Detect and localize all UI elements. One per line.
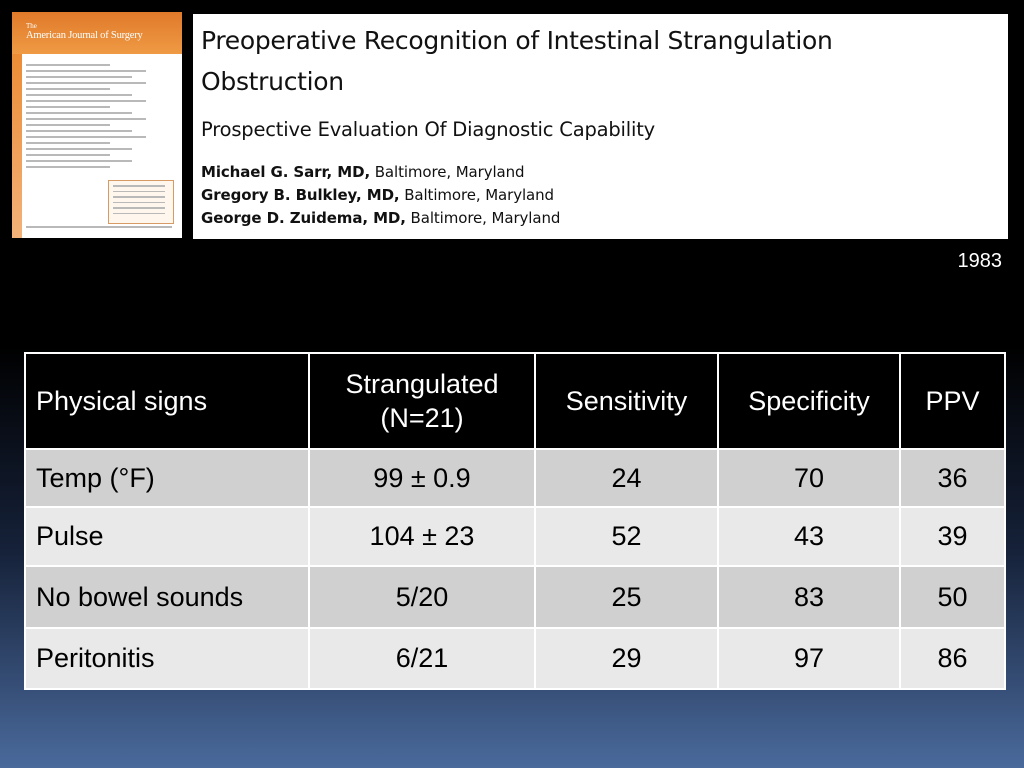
cell-specificity: 70 [717,448,901,508]
cell-sign: No bowel sounds [24,565,310,629]
header-strangulated-text: Strangulated (N=21) [345,369,499,433]
header-physical-signs: Physical signs [24,352,310,450]
cover-info-box [108,180,174,224]
paper-header: Preoperative Recognition of Intestinal S… [193,14,1008,239]
cell-sensitivity: 52 [534,506,719,567]
author-3-location: Baltimore, Maryland [410,209,561,227]
cover-journal-title: American Journal of Surgery [26,30,143,41]
author-2-name: Gregory B. Bulkley, MD, [201,186,400,204]
publication-year: 1983 [957,250,1003,272]
table-row: No bowel sounds 5/20 25 83 50 [24,565,1006,629]
cell-specificity: 97 [717,627,901,690]
author-2: Gregory B. Bulkley, MD, Baltimore, Maryl… [201,184,1008,207]
cell-sensitivity: 29 [534,627,719,690]
cell-sensitivity: 24 [534,448,719,508]
table-row: Peritonitis 6/21 29 97 86 [24,627,1006,690]
table-row: Temp (°F) 99 ± 0.9 24 70 36 [24,448,1006,508]
paper-title-line-2: Obstruction [201,67,344,96]
cell-sign: Peritonitis [24,627,310,690]
cell-specificity: 43 [717,506,901,567]
cell-sensitivity: 25 [534,565,719,629]
cell-ppv: 39 [899,506,1006,567]
cell-sign: Pulse [24,506,310,567]
cell-strangulated: 104 ± 23 [308,506,536,567]
cell-strangulated: 99 ± 0.9 [308,448,536,508]
paper-subtitle: Prospective Evaluation Of Diagnostic Cap… [201,118,655,141]
cover-side-stripe [12,54,22,238]
cell-sign: Temp (°F) [24,448,310,508]
cover-orange-band [12,12,182,54]
author-1: Michael G. Sarr, MD, Baltimore, Maryland [201,161,1008,184]
cover-the: The [26,22,37,30]
table-row: Pulse 104 ± 23 52 43 39 [24,506,1006,567]
cover-contents-lines [26,64,146,172]
author-2-location: Baltimore, Maryland [404,186,554,204]
author-3: George D. Zuidema, MD, Baltimore, Maryla… [201,207,1008,230]
cell-strangulated: 6/21 [308,627,536,690]
header-ppv: PPV [899,352,1006,450]
journal-cover-image: The American Journal of Surgery [12,12,182,238]
cell-ppv: 36 [899,448,1006,508]
paper-title-line-1: Preoperative Recognition of Intestinal S… [201,26,833,55]
cell-ppv: 50 [899,565,1006,629]
author-3-name: George D. Zuidema, MD, [201,209,406,227]
cell-ppv: 86 [899,627,1006,690]
author-1-location: Baltimore, Maryland [374,163,525,181]
header-specificity: Specificity [717,352,901,450]
author-1-name: Michael G. Sarr, MD, [201,163,371,181]
header-strangulated: Strangulated (N=21) [308,352,536,450]
header-sensitivity: Sensitivity [534,352,719,450]
author-list: Michael G. Sarr, MD, Baltimore, Maryland… [201,161,1008,230]
cover-footer-line [26,226,172,228]
physical-signs-table: Physical signs Strangulated (N=21) Sensi… [24,352,1006,690]
table-header-row: Physical signs Strangulated (N=21) Sensi… [24,352,1006,450]
cell-specificity: 83 [717,565,901,629]
cell-strangulated: 5/20 [308,565,536,629]
